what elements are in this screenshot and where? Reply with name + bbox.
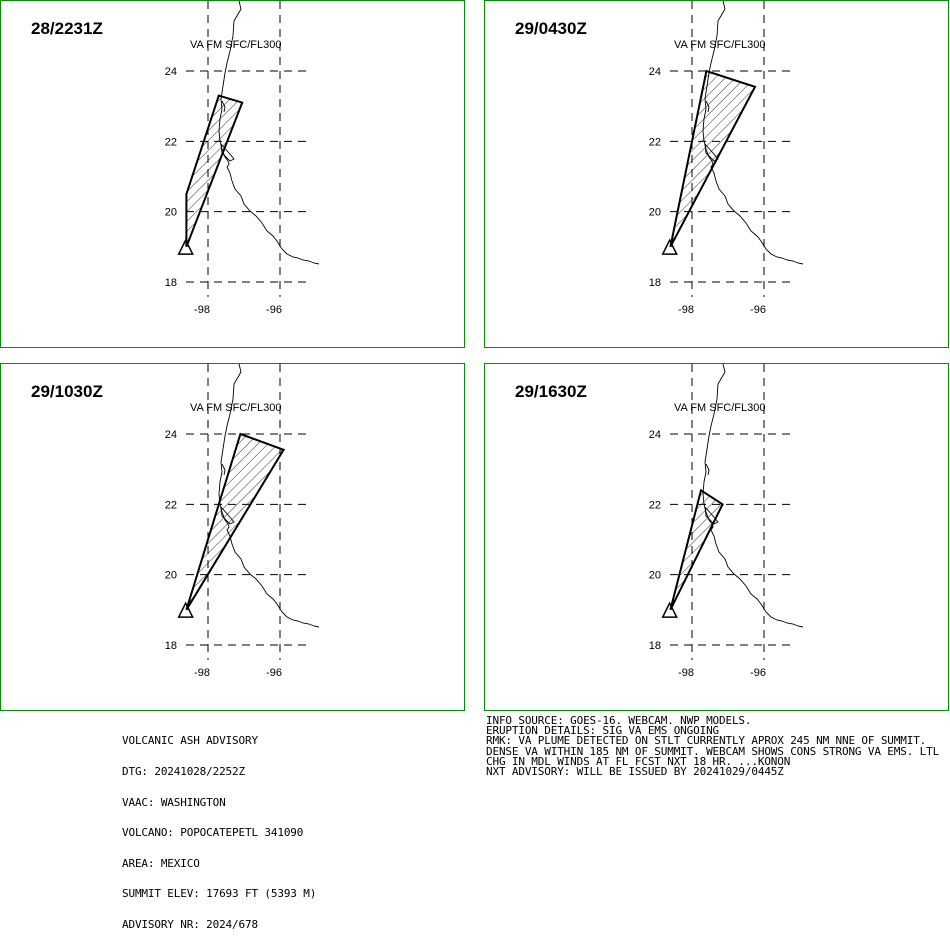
latitude-tick-label: 18 — [649, 640, 661, 652]
latitude-tick-label: 24 — [649, 429, 661, 441]
panel-level: VA FM SFC/FL300 — [190, 39, 282, 51]
advisory-summit-elev: SUMMIT ELEV: 17693 FT (5393 M) — [122, 887, 317, 901]
advisory-volcano: VOLCANO: POPOCATEPETL 341090 — [122, 826, 304, 840]
panel-level: VA FM SFC/FL300 — [674, 402, 766, 414]
latitude-tick-label: 18 — [649, 277, 661, 289]
longitude-tick-label: -98 — [678, 667, 694, 679]
advisory-header: VOLCANIC ASH ADVISORY DTG: 20241028/2252… — [122, 716, 316, 940]
longitude-tick-label: -98 — [194, 667, 210, 679]
volcano-icon — [177, 601, 194, 618]
ash-cloud-polygon — [185, 94, 244, 248]
longitude-tick-label: -98 — [678, 304, 694, 316]
ash-cloud-polygon — [669, 69, 757, 248]
advisory-details: INFO SOURCE: GOES-16. WEBCAM. NWP MODELS… — [486, 714, 948, 779]
map-canvas: 24 22 20 18 -98 -96 — [649, 1, 804, 316]
ash-cloud-polygon — [669, 488, 724, 611]
latitude-tick-label: 22 — [165, 136, 177, 148]
advisory-next: NXT ADVISORY: WILL BE ISSUED BY 20241029… — [486, 765, 784, 779]
forecast-panel-2: 24 22 20 18 -98 -96 29/0430Z VA FM SFC/FL300 — [484, 0, 949, 348]
panel-time: 29/1030Z — [31, 382, 103, 401]
coastline — [702, 364, 804, 628]
longitude-tick-label: -96 — [266, 667, 282, 679]
coastline-detail — [705, 463, 710, 476]
panel-level: VA FM SFC/FL300 — [674, 39, 766, 51]
panel-level: VA FM SFC/FL300 — [190, 402, 282, 414]
latitude-tick-label: 20 — [649, 570, 661, 582]
latitude-tick-label: 20 — [649, 207, 661, 219]
map-canvas: 24 22 20 18 -98 -96 — [165, 1, 320, 316]
coastline-detail — [221, 463, 226, 476]
advisory-eruption-details: ERUPTION DETAILS: SIG VA EMS ONGOING — [486, 724, 720, 738]
longitude-tick-label: -96 — [266, 304, 282, 316]
longitude-tick-label: -96 — [750, 304, 766, 316]
advisory-info-source: INFO SOURCE: GOES-16. WEBCAM. NWP MODELS… — [486, 714, 752, 727]
map-canvas: 24 22 20 18 -98 -96 — [649, 364, 804, 679]
volcano-icon — [661, 238, 678, 255]
latitude-tick-label: 24 — [649, 66, 661, 78]
advisory-remarks: RMK: VA PLUME DETECTED ON STLT CURRENTLY… — [486, 734, 940, 768]
latitude-tick-label: 18 — [165, 640, 177, 652]
latitude-tick-label: 22 — [165, 499, 177, 511]
latitude-tick-label: 22 — [649, 499, 661, 511]
volcano-icon — [661, 601, 678, 618]
forecast-panel-1: 24 22 20 18 -98 -96 28/2231Z VA FM SFC/FL300 — [0, 0, 465, 348]
advisory-number: ADVISORY NR: 2024/678 — [122, 918, 258, 932]
advisory-dtg: DTG: 20241028/2252Z — [122, 765, 245, 779]
panel-time: 29/0430Z — [515, 19, 587, 38]
latitude-tick-label: 22 — [649, 136, 661, 148]
panel-time: 29/1630Z — [515, 382, 587, 401]
longitude-tick-label: -96 — [750, 667, 766, 679]
volcano-icon — [177, 238, 194, 255]
panel-time: 28/2231Z — [31, 19, 103, 38]
ash-cloud-polygon — [185, 432, 286, 611]
map-canvas: 24 22 20 18 -98 -96 — [165, 364, 320, 679]
forecast-panel-4: 24 22 20 18 -98 -96 29/1630Z VA FM SFC/FL300 — [484, 363, 949, 711]
latitude-tick-label: 20 — [165, 570, 177, 582]
latitude-tick-label: 18 — [165, 277, 177, 289]
longitude-tick-label: -98 — [194, 304, 210, 316]
advisory-vaac: VAAC: WASHINGTON — [122, 795, 226, 809]
forecast-panel-3: 24 22 20 18 -98 -96 29/1030Z VA FM SFC/FL300 — [0, 363, 465, 711]
advisory-title: VOLCANIC ASH ADVISORY — [122, 734, 258, 748]
advisory-area: AREA: MEXICO — [122, 856, 200, 870]
latitude-tick-label: 24 — [165, 429, 177, 441]
latitude-tick-label: 20 — [165, 207, 177, 219]
coastline — [218, 1, 320, 265]
latitude-tick-label: 24 — [165, 66, 177, 78]
